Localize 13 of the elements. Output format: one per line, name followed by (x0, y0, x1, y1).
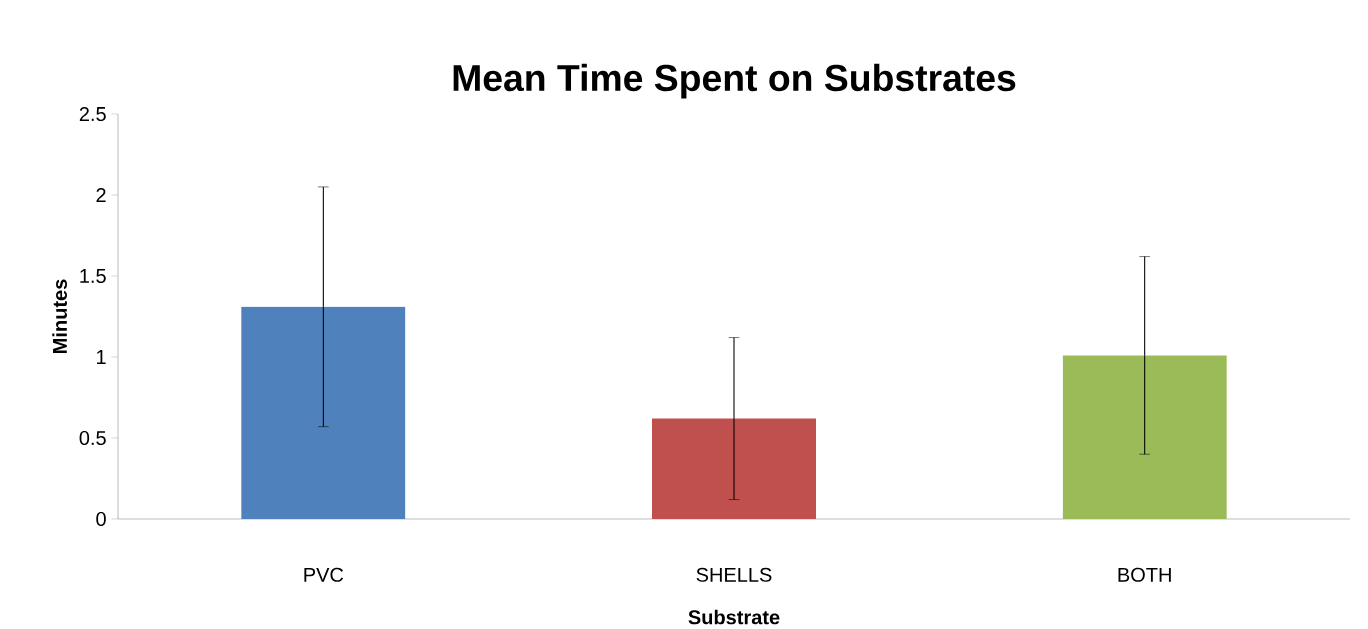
x-axis-title: Substrate (688, 609, 780, 625)
y-tick-label: 0.5 (79, 430, 106, 446)
x-tick-label: SHELLS (696, 567, 772, 582)
y-tick-label: 1 (97, 350, 106, 364)
x-tick-label: PVC (304, 567, 344, 582)
bar (652, 418, 816, 519)
y-tick-label: 1.5 (80, 269, 106, 283)
y-tick-label: 2 (96, 188, 106, 202)
x-tick-label: BOTH (1118, 567, 1171, 582)
y-axis-title: Minutes (52, 279, 67, 353)
y-tick-label: 0 (96, 511, 106, 527)
chart-title: Mean Time Spent on Substrates (453, 63, 1016, 99)
y-tick-label: 2.5 (79, 106, 106, 122)
